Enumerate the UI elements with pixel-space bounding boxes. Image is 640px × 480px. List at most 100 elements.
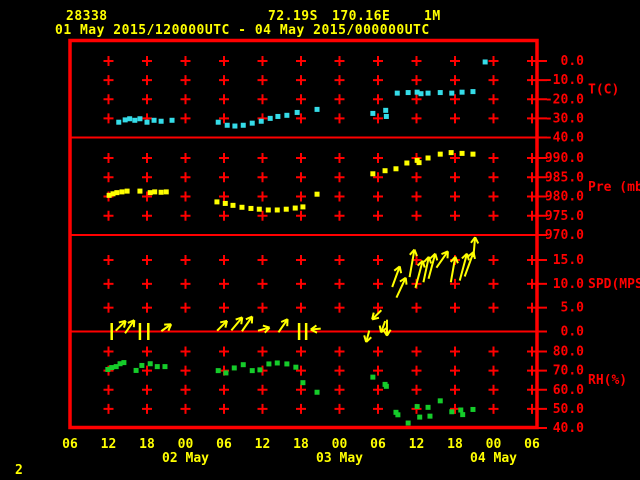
hour-label: 00 [332, 437, 348, 452]
panel-label: T(C) [588, 83, 619, 98]
wind-arrow [257, 326, 270, 332]
hour-label: 06 [524, 437, 540, 452]
wind-arrow [449, 256, 457, 283]
hour-label: 18 [293, 437, 309, 452]
axis-tick-label: 80.0 [553, 345, 584, 360]
humidity-point [395, 412, 401, 418]
temperature-point [449, 90, 455, 96]
wind-arrow [395, 277, 407, 299]
pressure-point [370, 171, 376, 177]
temperature-point [127, 116, 133, 122]
wind-arrow [391, 266, 401, 288]
pressure-point [382, 168, 388, 174]
wind-arrow-head [310, 324, 317, 331]
hour-label: 18 [139, 437, 155, 452]
humidity-point [223, 370, 229, 376]
longitude-label: 170.16E [332, 9, 391, 24]
humidity-point [162, 364, 168, 370]
humidity-point [370, 374, 376, 380]
pressure-point [274, 207, 280, 213]
axis-tick-label: 985.0 [545, 170, 584, 185]
pressure-point [163, 189, 169, 195]
pressure-point [256, 206, 262, 212]
humidity-point [117, 361, 123, 367]
humidity-point [147, 361, 153, 367]
humidity-point [266, 361, 272, 367]
pressure-point [448, 150, 454, 156]
wind-arrow-head [409, 248, 416, 256]
temperature-point [215, 119, 221, 125]
wind-arrow-head [404, 277, 408, 285]
hour-label: 18 [447, 437, 463, 452]
temperature-point [137, 116, 143, 122]
wind-arrow-head [449, 256, 457, 263]
wind-arrow-head [262, 324, 270, 329]
axis-tick-label: -10.0 [545, 73, 584, 88]
pressure-point [239, 204, 245, 210]
page-number: 2 [15, 463, 23, 478]
axis-tick-label: 10.0 [553, 277, 584, 292]
temperature-point [144, 119, 150, 125]
temperature-point [224, 122, 230, 128]
pressure-point [459, 150, 465, 156]
pressure-point [158, 189, 164, 195]
humidity-point [425, 404, 431, 410]
temperature-point [482, 59, 488, 65]
axis-tick-label: -20.0 [545, 92, 584, 107]
pressure-point [425, 155, 431, 161]
wind-arrow-head [461, 252, 468, 260]
axis-tick-label: 5.0 [561, 301, 585, 316]
pressure-point [248, 205, 254, 211]
temperature-point [437, 90, 443, 96]
pressure-point [470, 151, 476, 157]
wind-arrow-head [416, 260, 424, 267]
hour-label: 12 [409, 437, 425, 452]
humidity-point [139, 362, 145, 368]
wind-arrow-head [467, 251, 475, 258]
axis-tick-label: 970.0 [545, 228, 584, 243]
temperature-point [169, 117, 175, 123]
humidity-point [383, 383, 389, 389]
wind-arrow-head [421, 260, 426, 268]
temperature-point [275, 113, 281, 119]
humidity-point [121, 360, 127, 366]
wind-arrow-head [413, 249, 418, 257]
pressure-point [124, 188, 130, 194]
wind-arrow-head [123, 320, 127, 328]
wind-arrow-head [378, 325, 383, 333]
wind-arrow-head [245, 315, 253, 321]
pressure-point [214, 199, 220, 205]
wind-arrow [365, 330, 371, 343]
wind-arrow [427, 253, 437, 280]
humidity-point [154, 364, 160, 370]
wind-arrow [160, 323, 172, 332]
temperature-point [232, 123, 238, 129]
temperature-point [314, 106, 320, 112]
hour-label: 06 [62, 437, 78, 452]
wind-arrow [115, 320, 127, 332]
wind-arrow [408, 249, 416, 278]
hour-label: 00 [486, 437, 502, 452]
wind-arrow-head [434, 253, 439, 261]
hour-label: 06 [216, 437, 232, 452]
temperature-point [267, 115, 273, 121]
humidity-point [437, 398, 443, 404]
wind-arrow-head [371, 316, 380, 321]
temperature-point [414, 89, 420, 95]
wind-arrow-head [363, 335, 368, 343]
axis-tick-label: 50.0 [553, 402, 584, 417]
axis-tick-label: 990.0 [545, 151, 584, 166]
temperature-point [132, 117, 138, 123]
humidity-point [417, 414, 423, 420]
axis-tick-label: 70.0 [553, 364, 584, 379]
pressure-point [106, 192, 112, 198]
hour-label: 00 [178, 437, 194, 452]
wind-arrow [380, 320, 387, 333]
wind-arrow [463, 251, 475, 277]
axis-tick-label: -40.0 [545, 131, 584, 146]
axis-tick-label: 15.0 [553, 253, 584, 268]
time-period-label: 01 May 2015/120000UTC - 04 May 2015/0000… [55, 23, 430, 38]
temperature-point [383, 107, 389, 113]
wind-arrow-head [224, 320, 228, 328]
